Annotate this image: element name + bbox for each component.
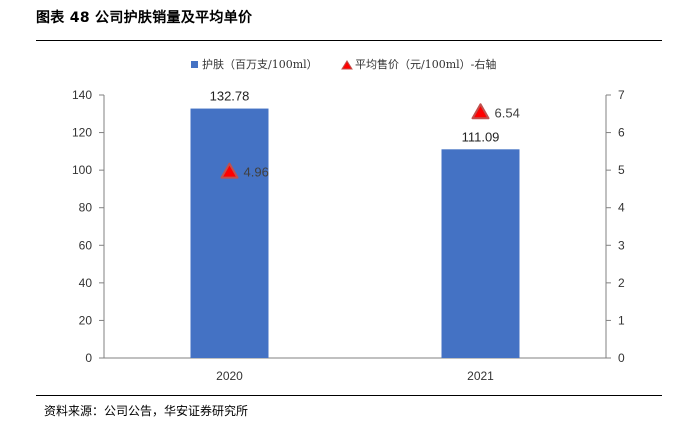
price-marker-2021 bbox=[471, 103, 490, 120]
y-right-tick-label: 7 bbox=[618, 88, 625, 102]
y-right-tick-label: 2 bbox=[618, 276, 625, 290]
y-right-tick-label: 0 bbox=[618, 351, 625, 365]
source-note: 资料来源：公司公告，华安证券研究所 bbox=[44, 404, 249, 418]
legend-price-label: 平均售价（元/100ml）-右轴 bbox=[355, 57, 496, 71]
x-tick-label: 2021 bbox=[467, 369, 494, 383]
y-right-tick-label: 6 bbox=[618, 126, 625, 140]
price-data-label: 6.54 bbox=[495, 105, 520, 120]
top-rule bbox=[36, 40, 662, 41]
bar-data-label: 132.78 bbox=[210, 89, 250, 104]
figure-title: 图表 48 公司护肤销量及平均单价 bbox=[36, 10, 253, 26]
y-left-tick-label: 40 bbox=[79, 276, 93, 290]
y-left-tick-label: 80 bbox=[79, 201, 93, 215]
legend-triangle-icon bbox=[341, 60, 353, 70]
price-marker-2020 bbox=[220, 162, 239, 179]
y-right-tick-label: 3 bbox=[618, 238, 625, 252]
bar-2021 bbox=[441, 149, 520, 358]
y-left-tick-label: 60 bbox=[79, 238, 93, 252]
y-right-tick-label: 1 bbox=[618, 313, 625, 327]
legend-bar-label: 护肤（百万支/100ml） bbox=[202, 57, 318, 71]
y-left-tick-label: 120 bbox=[72, 126, 92, 140]
axes: 0 20 40 60 80 100 120 140 0 1 2 3 4 5 6 7 2020 2021 bbox=[72, 88, 625, 383]
bar-2020 bbox=[190, 108, 269, 358]
y-left-tick-label: 100 bbox=[72, 163, 92, 177]
x-tick-label: 2020 bbox=[216, 369, 243, 383]
legend: 护肤（百万支/100ml） 平均售价（元/100ml）-右轴 bbox=[191, 57, 496, 71]
price-series: 4.96 6.54 bbox=[220, 103, 520, 180]
bar-data-label: 111.09 bbox=[462, 129, 500, 144]
legend-bar-swatch bbox=[191, 61, 198, 68]
y-right-tick-label: 4 bbox=[618, 201, 625, 215]
y-left-tick-label: 0 bbox=[85, 351, 92, 365]
y-right-tick-label: 5 bbox=[618, 163, 625, 177]
bar-series: 132.78 111.09 bbox=[190, 89, 520, 358]
chart-area: 护肤（百万支/100ml） 平均售价（元/100ml）-右轴 0204060801… bbox=[72, 57, 625, 383]
price-data-label: 4.96 bbox=[244, 165, 269, 180]
y-left-tick-label: 140 bbox=[72, 88, 92, 102]
y-left-tick-label: 20 bbox=[79, 313, 93, 327]
bottom-rule bbox=[36, 395, 662, 396]
